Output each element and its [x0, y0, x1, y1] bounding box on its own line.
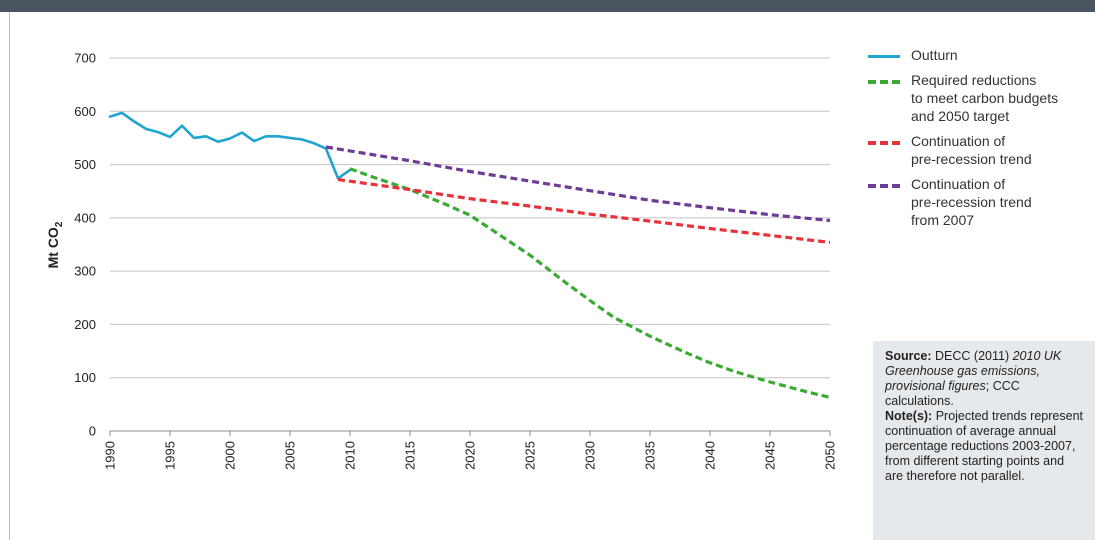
- legend-swatch: [868, 80, 900, 84]
- x-tick-label: 1990: [103, 441, 118, 470]
- x-tick-label: 2015: [403, 441, 418, 470]
- note-label: Note(s):: [885, 409, 933, 423]
- legend-label: Outturn: [911, 47, 958, 63]
- y-tick-label: 0: [89, 424, 96, 439]
- y-tick-label: 500: [74, 157, 96, 172]
- x-tick-label: 2010: [343, 441, 358, 470]
- top-banner: [0, 0, 1095, 12]
- y-axis-label: Mt CO2: [45, 221, 65, 268]
- source-text-2: ; CCC calculations.: [885, 379, 1020, 408]
- x-tick-label: 2025: [523, 441, 538, 470]
- x-tick-label: 2020: [463, 441, 478, 470]
- legend-label: Continuation of pre-recession trend from…: [911, 176, 1032, 228]
- y-tick-label: 300: [74, 264, 96, 279]
- y-tick-label: 600: [74, 104, 96, 119]
- legend-swatch: [868, 55, 900, 58]
- legend-item: Continuation of pre-recession trend: [866, 132, 1091, 168]
- legend-item: Continuation of pre-recession trend from…: [866, 175, 1091, 229]
- x-tick-label: 2040: [703, 441, 718, 470]
- y-tick-labels: 0 100 200 300 400 500 600 700: [74, 51, 96, 439]
- y-tick-label: 700: [74, 51, 96, 66]
- series-line-3: [337, 177, 831, 244]
- y-tick-label: 200: [74, 317, 96, 332]
- x-tick-label: 2000: [223, 441, 238, 470]
- source-label: Source:: [885, 349, 932, 363]
- x-tick-label: 2005: [283, 441, 298, 470]
- left-rule: [9, 12, 10, 540]
- legend-label: Continuation of pre-recession trend: [911, 133, 1032, 167]
- x-tick-labels: 1990 1995 2000 2005 2010 2015 2020 2025 2030 2035…: [103, 441, 838, 470]
- x-tick-label: 2045: [763, 441, 778, 470]
- x-tick-label: 2030: [583, 441, 598, 470]
- series-line-1: [108, 111, 352, 180]
- x-tick-label: 1995: [163, 441, 178, 470]
- chart-legend: Outturn Required reductions to meet carbo…: [866, 46, 1091, 236]
- source-text: DECC (2011): [931, 349, 1013, 363]
- legend-item: Required reductions to meet carbon budge…: [866, 71, 1091, 125]
- x-tick-label: 2035: [643, 441, 658, 470]
- source-note-box: Source: DECC (2011) 2010 UK Greenhouse g…: [873, 341, 1095, 540]
- x-tick-label: 2050: [823, 441, 838, 470]
- legend-item: Outturn: [866, 46, 1091, 64]
- legend-label: Required reductions to meet carbon budge…: [911, 72, 1059, 124]
- grid-lines: [109, 57, 831, 436]
- series-line-2: [349, 167, 831, 399]
- legend-swatch: [868, 184, 900, 188]
- series-lines: [108, 111, 831, 399]
- legend-swatch: [868, 141, 900, 145]
- note-text: Projected trends represent continuation …: [885, 409, 1083, 483]
- y-tick-label: 100: [74, 370, 96, 385]
- line-chart: 0 100 200 300 400 500 600 700 1990 1995 2000 2005 2…: [45, 51, 838, 470]
- y-tick-label: 400: [74, 210, 96, 225]
- series-line-4: [325, 145, 831, 223]
- source-publication: 2010 UK Greenhouse gas emissions, provis…: [885, 349, 1062, 393]
